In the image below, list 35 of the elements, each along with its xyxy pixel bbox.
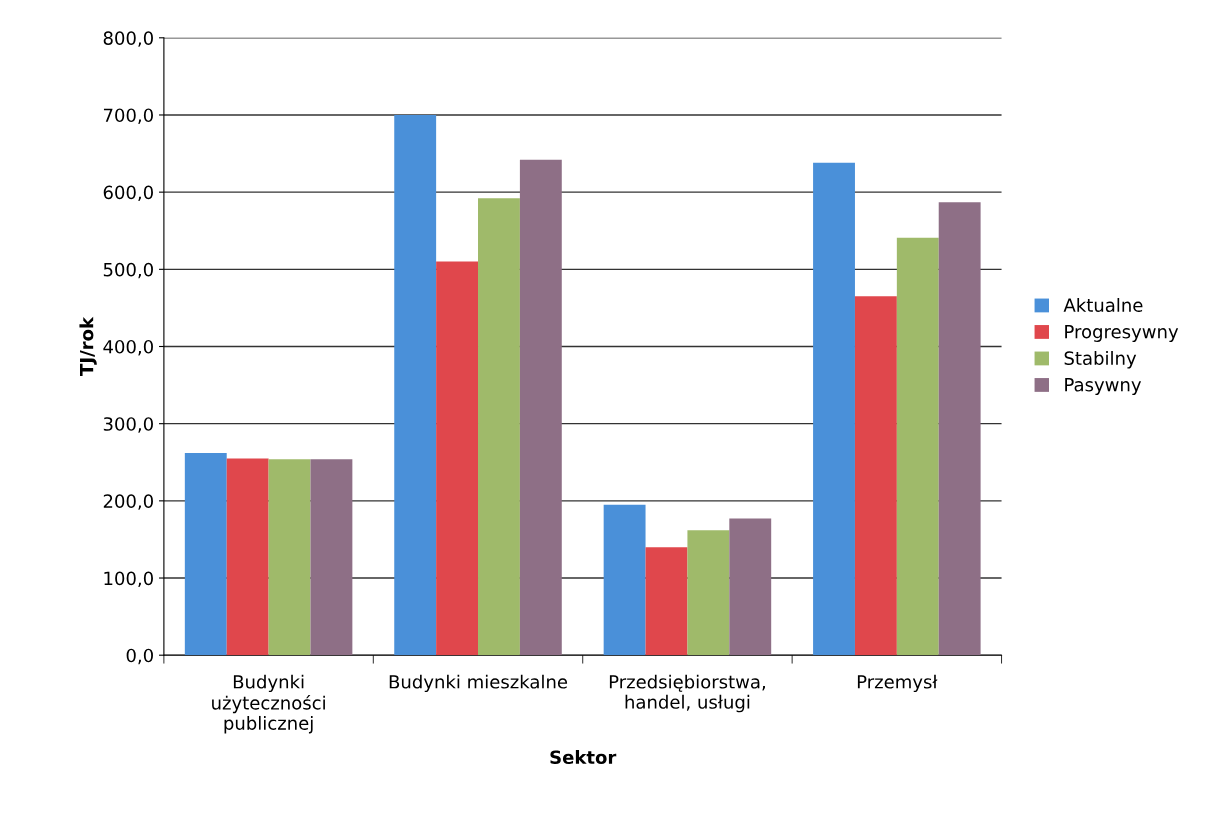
bar — [268, 459, 311, 656]
bar — [436, 261, 479, 656]
y-tick-label: 800,0 — [103, 31, 153, 47]
y-tick-label: 0,0 — [126, 648, 153, 665]
legend-label: Progresywny — [1065, 325, 1179, 342]
bar — [519, 159, 562, 656]
bar — [394, 114, 437, 656]
x-axis-title: Sektor — [550, 750, 617, 765]
x-tick-label: Przemysł — [857, 674, 938, 693]
y-tick-label: 600,0 — [103, 185, 153, 202]
y-axis-title: TJ/rok — [79, 316, 97, 376]
bar — [687, 530, 730, 656]
bar — [813, 162, 855, 656]
bar — [645, 547, 688, 656]
legend-label: Stabilny — [1064, 351, 1137, 369]
bar — [478, 198, 520, 656]
x-tick-label: Przedsiębiorstwa, handel, usługi — [609, 674, 765, 713]
bar — [938, 202, 981, 656]
bar — [310, 459, 353, 656]
bar — [184, 453, 227, 656]
legend-label: Pasywny — [1065, 378, 1142, 395]
y-tick-label: 700,0 — [103, 108, 153, 124]
bar — [854, 296, 897, 656]
bar — [729, 518, 772, 656]
x-tick-label: Budynki użyteczności publicznej — [212, 674, 325, 734]
bar — [603, 504, 646, 656]
y-tick-label: 500,0 — [103, 262, 153, 279]
y-tick-label: 300,0 — [103, 417, 153, 433]
y-tick-label: 200,0 — [103, 494, 153, 510]
y-tick-label: 100,0 — [104, 571, 153, 587]
legend-label: Aktualne — [1063, 298, 1143, 312]
bar — [226, 458, 269, 656]
x-tick-label: Budynki mieszkalne — [389, 674, 568, 693]
y-tick-label: 400,0 — [103, 339, 153, 356]
bar — [896, 237, 939, 656]
